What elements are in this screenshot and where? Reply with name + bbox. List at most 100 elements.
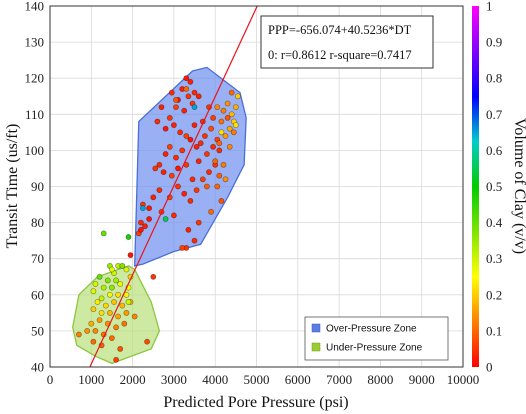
data-point — [168, 89, 175, 96]
x-tick-label: 0 — [47, 372, 54, 387]
data-point — [152, 165, 159, 172]
data-point — [199, 176, 206, 183]
data-point — [173, 104, 179, 110]
data-point — [146, 205, 152, 212]
data-point — [226, 125, 233, 132]
data-point — [234, 93, 241, 100]
data-point — [175, 165, 181, 172]
x-tick-label: 5000 — [244, 372, 270, 387]
colorbar-tick-label: 0 — [486, 360, 493, 375]
data-point — [156, 187, 163, 193]
data-point — [218, 118, 225, 125]
colorbar: 0 0.1 0.2 0.3 0.4 0.5 0.6 0.7 0.8 0.9 1 Volume of … — [472, 0, 526, 375]
data-point — [127, 252, 134, 258]
regression-line-group — [89, 6, 258, 367]
y-tick-label: 80 — [31, 215, 44, 230]
data-point — [168, 172, 175, 179]
colorbar-gradient — [472, 6, 479, 367]
data-point — [185, 93, 192, 100]
legend-swatch-over-pressure — [311, 323, 321, 333]
colorbar-tick-label: 0.4 — [486, 215, 503, 230]
data-point — [131, 313, 138, 320]
y-tick-label: 90 — [31, 179, 44, 194]
data-point — [175, 183, 181, 190]
data-point — [98, 295, 105, 302]
data-point — [220, 107, 227, 114]
data-point — [173, 154, 179, 161]
data-point — [142, 223, 148, 230]
y-tick-label: 50 — [31, 323, 44, 338]
data-point — [90, 306, 97, 313]
x-tick-label: 1000 — [78, 372, 104, 387]
data-point — [191, 104, 198, 110]
data-point — [222, 176, 229, 183]
data-point — [117, 345, 124, 352]
regression-line — [89, 6, 258, 367]
data-point — [104, 277, 111, 284]
equation-box-frame — [260, 15, 434, 69]
data-point — [195, 93, 202, 100]
data-point — [177, 129, 183, 136]
data-point — [187, 197, 194, 204]
data-point — [154, 118, 161, 125]
data-point — [218, 197, 225, 204]
y-tick-label: 70 — [31, 251, 44, 266]
x-tick-label: 8000 — [367, 372, 393, 387]
data-point — [156, 161, 163, 168]
colorbar-tick-label: 1 — [486, 0, 493, 14]
data-point — [162, 216, 169, 222]
data-point — [210, 115, 216, 121]
data-point — [191, 122, 198, 128]
data-point — [94, 299, 101, 305]
data-point — [187, 136, 194, 143]
y-tick-label: 130 — [25, 35, 45, 50]
colorbar-tick-label: 0.1 — [486, 323, 502, 338]
data-point — [216, 140, 223, 147]
data-point — [228, 111, 235, 118]
data-point — [125, 299, 132, 305]
data-point — [230, 129, 237, 136]
data-point — [232, 104, 239, 110]
data-point — [203, 183, 210, 190]
data-point — [187, 78, 194, 85]
data-point — [173, 97, 179, 103]
data-point — [150, 194, 157, 201]
data-point — [197, 140, 204, 147]
y-tick-label: 40 — [31, 360, 44, 375]
data-point — [111, 299, 117, 305]
data-point — [146, 216, 152, 222]
data-point — [179, 244, 186, 251]
zone-over-pressure-zone — [134, 66, 247, 267]
data-points — [76, 75, 241, 363]
colorbar-tick-label: 0.3 — [486, 251, 502, 266]
data-point — [115, 291, 121, 298]
y-axis-title: Transit Time (us/ft) — [4, 124, 21, 249]
data-point — [226, 143, 233, 150]
data-point — [117, 281, 124, 287]
data-point — [150, 273, 157, 280]
data-point — [208, 125, 214, 132]
data-point — [185, 226, 192, 233]
data-point — [92, 281, 99, 287]
data-point — [220, 161, 227, 168]
y-tick-label: 100 — [25, 143, 45, 158]
data-point — [158, 104, 165, 110]
x-tick-label: 6000 — [285, 372, 311, 387]
x-tick-label: 4000 — [202, 372, 228, 387]
x-tick-label: 2000 — [120, 372, 146, 387]
data-point — [189, 176, 196, 183]
data-point — [113, 356, 119, 363]
data-point — [191, 237, 198, 244]
data-point — [92, 327, 99, 334]
data-point — [96, 317, 103, 323]
colorbar-tick-label: 0.6 — [486, 143, 503, 158]
data-point — [193, 187, 200, 193]
x-tick-label: 3000 — [161, 372, 187, 387]
data-point — [216, 147, 223, 154]
data-point — [166, 115, 173, 121]
data-point — [210, 143, 216, 150]
regression-equation: PPP=-656.074+40.5236*DT — [268, 23, 412, 37]
colorbar-tick-label: 0.9 — [486, 35, 502, 50]
data-point — [109, 266, 115, 273]
